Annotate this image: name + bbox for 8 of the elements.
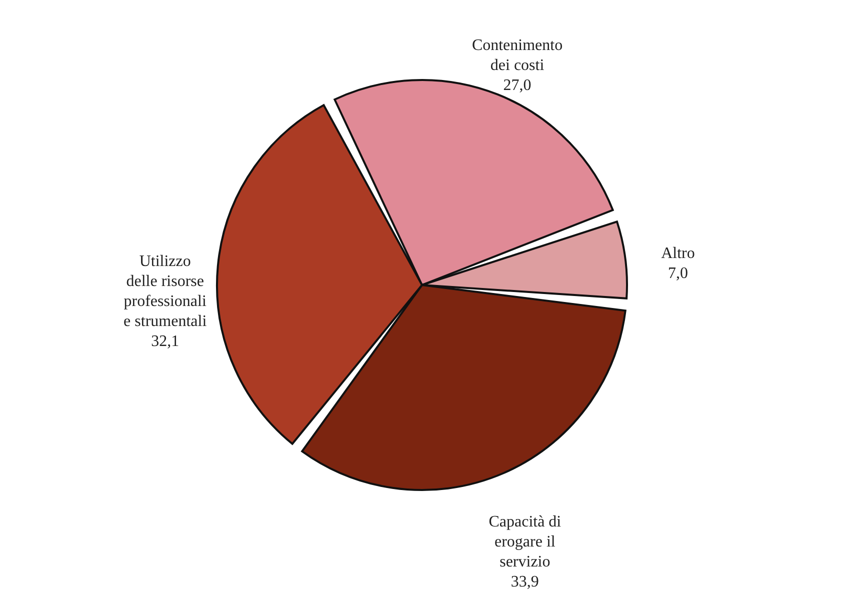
slice-label: Altro bbox=[661, 244, 695, 262]
data-label: 7,0 bbox=[668, 264, 688, 282]
data-label: 33,9 bbox=[510, 574, 539, 591]
slice-label: Capacità di erogare il servizio bbox=[488, 514, 562, 571]
data-label: 27,0 bbox=[503, 77, 532, 94]
slice-label: Utilizzo delle risorse professionali e strumentali bbox=[124, 253, 208, 330]
data-label: 32,1 bbox=[151, 333, 180, 350]
slice-label: Contenimento dei costi bbox=[472, 37, 563, 74]
